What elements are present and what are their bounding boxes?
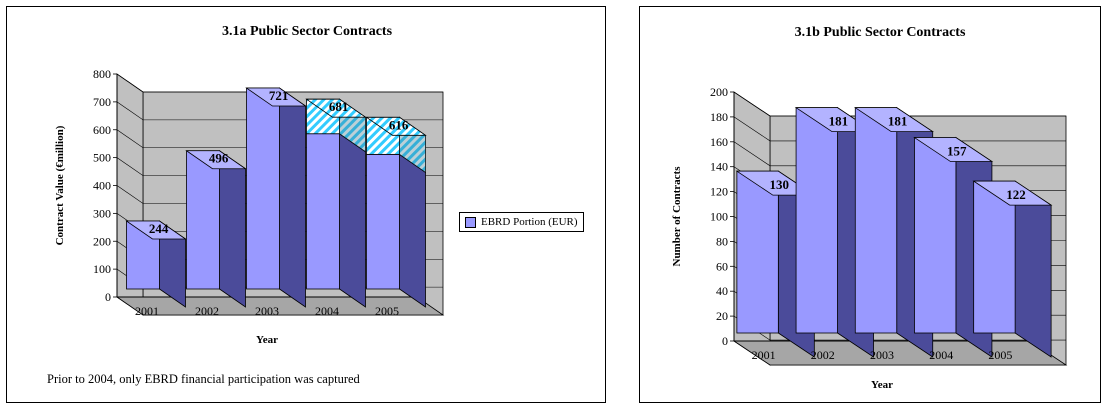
- chart-a-plot: 3.1a Public Sector Contracts 0 100 200 300 40…: [54, 24, 445, 346]
- data-label: 244: [149, 221, 169, 236]
- x-tick-label: 2002: [195, 304, 219, 318]
- data-label: 496: [209, 151, 229, 166]
- data-label: 181: [888, 114, 908, 129]
- y-axis-label: Contract Value (€million): [54, 125, 66, 245]
- x-tick-label: 2003: [870, 348, 894, 362]
- data-label: 616: [389, 117, 409, 132]
- legend-label: EBRD Portion (EUR): [481, 216, 578, 228]
- data-label: 122: [1006, 187, 1026, 202]
- legend-swatch: [465, 216, 476, 228]
- bar-top: [853, 107, 935, 133]
- bar: [186, 150, 220, 290]
- x-tick-label: 2001: [135, 304, 159, 318]
- y-tick-label: 140: [710, 160, 728, 174]
- bar-side: [339, 132, 366, 308]
- floor: [732, 340, 1068, 366]
- bar-side: [399, 153, 426, 308]
- x-tick-label: 2003: [255, 304, 279, 318]
- bar: [914, 137, 957, 334]
- y-tick-label: 0: [105, 290, 111, 304]
- y-tick-label: 100: [710, 210, 728, 224]
- bar-top: [913, 137, 994, 162]
- y-tick-label: 20: [716, 309, 728, 323]
- data-label: 681: [329, 99, 349, 114]
- data-label: 130: [769, 177, 789, 192]
- x-axis-label: Year: [871, 379, 893, 391]
- chart-title: 3.1a Public Sector Contracts: [222, 24, 393, 39]
- y-tick-label: 40: [716, 284, 728, 298]
- x-tick-label: 2004: [929, 348, 953, 362]
- bar: [306, 133, 340, 290]
- gridline: [733, 91, 1066, 117]
- x-tick-label: 2005: [988, 348, 1012, 362]
- bar: [973, 180, 1016, 334]
- gridline: [116, 73, 443, 93]
- y-tick-label: 700: [93, 95, 111, 109]
- bar: [854, 107, 898, 334]
- bar-top: [185, 150, 247, 170]
- chart-a-legend: EBRD Portion (EUR): [459, 212, 584, 232]
- bar: [366, 153, 400, 290]
- y-tick-label: 500: [93, 151, 111, 165]
- chart-a-note: Prior to 2004, only EBRD financial parti…: [47, 372, 360, 386]
- x-tick-label: 2005: [375, 304, 399, 318]
- data-label: 157: [947, 144, 967, 159]
- bar: [246, 87, 280, 290]
- bar: [736, 170, 779, 334]
- data-label: 721: [269, 88, 289, 103]
- y-tick-label: 800: [93, 67, 111, 81]
- y-tick-label: 400: [93, 179, 111, 193]
- y-tick-label: 80: [716, 234, 728, 248]
- bar-top: [365, 116, 427, 136]
- y-tick-label: 300: [93, 206, 111, 220]
- bar-top: [305, 98, 367, 118]
- bar: [795, 107, 838, 334]
- x-axis-label: Year: [256, 334, 278, 346]
- chart-title: 3.1b Public Sector Contracts: [795, 25, 966, 40]
- x-tick-label: 2002: [811, 348, 835, 362]
- x-tick-label: 2004: [315, 304, 339, 318]
- bar-side: [279, 87, 306, 308]
- y-tick-label: 200: [710, 85, 728, 99]
- chart-panel-b: 3.1b Public Sector Contracts 0 20 40 60 80 100…: [639, 6, 1101, 403]
- y-tick-label: 180: [710, 110, 728, 124]
- gridline: [733, 116, 1066, 142]
- bar-side: [1014, 180, 1052, 358]
- y-tick-label: 120: [710, 185, 728, 199]
- y-tick-label: 60: [716, 259, 728, 273]
- bar-top: [972, 180, 1053, 206]
- y-tick-label: 160: [710, 135, 728, 149]
- y-tick-label: 0: [722, 334, 728, 348]
- chart-b-plot: 3.1b Public Sector Contracts 0 20 40 60 80 100…: [671, 25, 1068, 391]
- y-axis-label: Number of Contracts: [671, 166, 683, 267]
- x-tick-label: 2001: [752, 348, 776, 362]
- data-label: 181: [829, 114, 849, 129]
- y-tick-label: 100: [93, 262, 111, 276]
- bar-side: [219, 149, 246, 308]
- chart-panel-a: 3.1a Public Sector Contracts 0 100 200 300 40…: [6, 6, 606, 403]
- bar-top: [245, 87, 307, 107]
- bar-top: [125, 220, 187, 240]
- y-tick-label: 600: [93, 123, 111, 137]
- y-tick-label: 200: [93, 234, 111, 248]
